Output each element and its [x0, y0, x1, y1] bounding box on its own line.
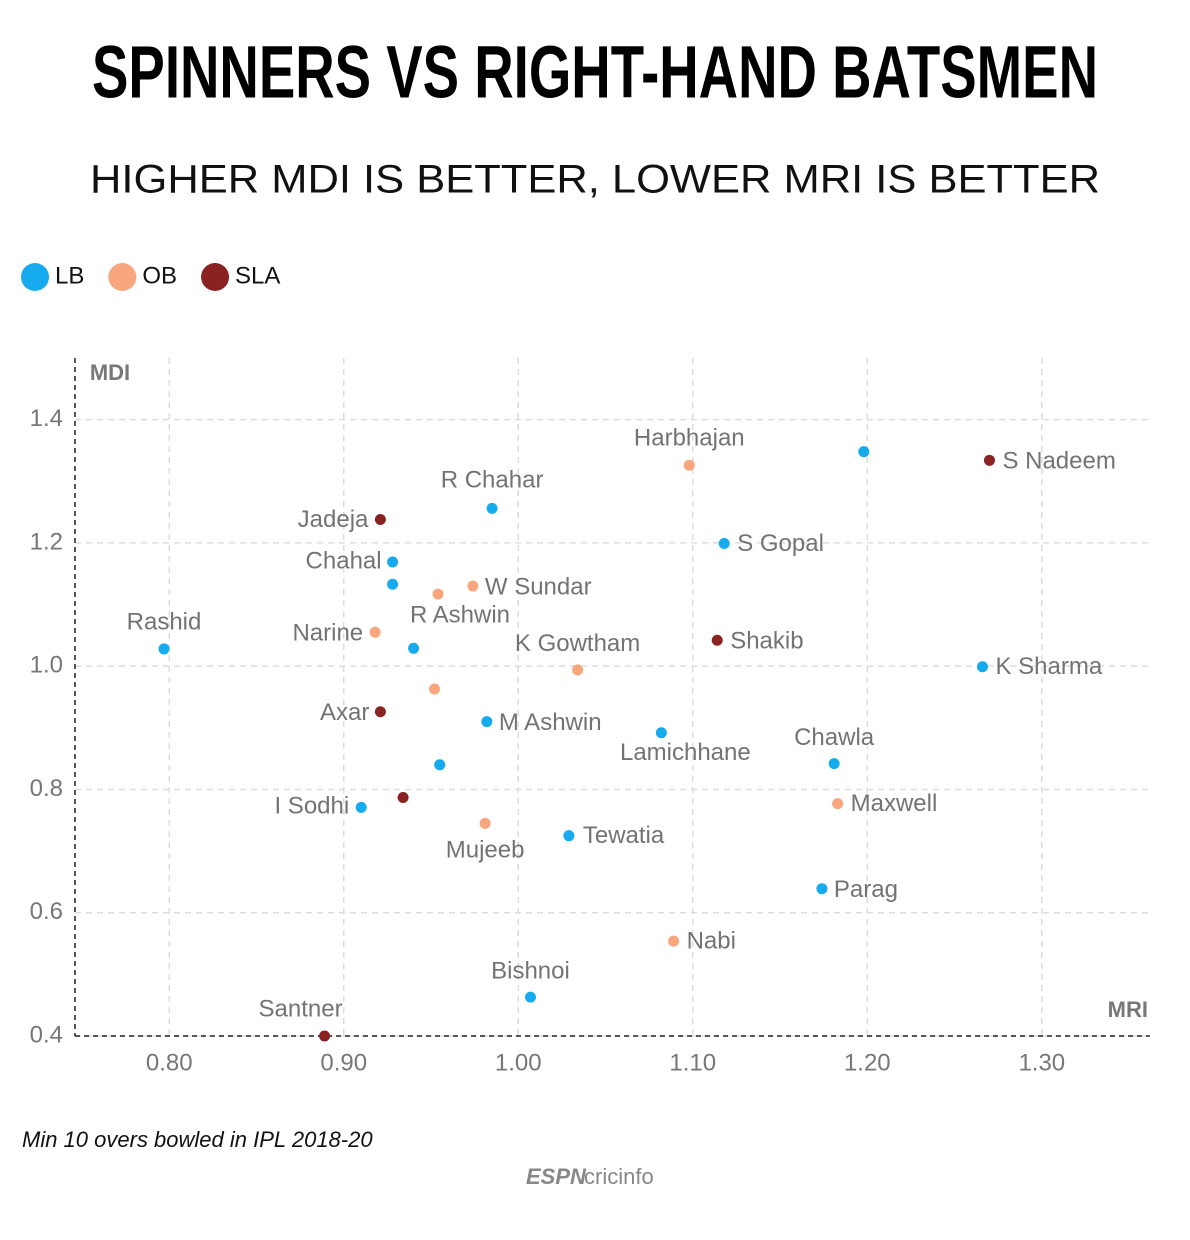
point-label: Jadeja [298, 506, 369, 533]
point-label: Tewatia [583, 822, 665, 849]
chart-subtitle: HIGHER MDI IS BETTER, LOWER MRI IS BETTE… [90, 158, 1100, 202]
legend-label: OB [142, 262, 177, 289]
point-label: R Ashwin [410, 601, 510, 628]
point-label: I Sodhi [274, 793, 349, 820]
point [668, 935, 680, 947]
point [524, 991, 536, 1003]
point [369, 626, 381, 638]
point-label: Parag [834, 876, 898, 903]
point [355, 801, 367, 813]
point [572, 664, 584, 676]
point-label: W Sundar [485, 573, 592, 600]
point [479, 817, 491, 829]
x-tick-label: 1.00 [495, 1049, 542, 1076]
y-tick-label: 0.4 [30, 1021, 63, 1048]
point [816, 883, 828, 895]
point [387, 556, 399, 568]
point [563, 830, 575, 842]
point-label: Bishnoi [491, 958, 570, 985]
point [467, 580, 479, 592]
point [434, 759, 446, 771]
point-label: S Gopal [737, 530, 824, 557]
x-tick-label: 0.80 [146, 1049, 193, 1076]
footnote: Min 10 overs bowled in IPL 2018-20 [22, 1127, 373, 1152]
point [828, 758, 840, 770]
point-label: Rashid [127, 608, 202, 635]
chart-title: SPINNERS VS RIGHT-HAND BATSMEN [92, 31, 1098, 114]
point [387, 578, 399, 590]
point-label: Chahal [306, 547, 382, 574]
point-label: Mujeeb [446, 837, 525, 864]
legend-swatch [201, 263, 230, 291]
point-label: R Chahar [441, 467, 544, 494]
point-label: Chawla [794, 724, 875, 751]
x-tick-label: 1.30 [1018, 1049, 1065, 1076]
y-tick-label: 1.2 [30, 528, 63, 555]
y-tick-label: 1.0 [30, 652, 63, 679]
point [408, 642, 420, 654]
point-label: Maxwell [851, 790, 938, 817]
point [683, 459, 695, 471]
legend-swatch [108, 263, 137, 291]
logo-cricinfo: cricinfo [584, 1164, 654, 1189]
x-axis-label: MRI [1108, 997, 1148, 1022]
point-label: S Nadeem [1002, 448, 1115, 475]
y-tick-label: 0.6 [30, 898, 63, 925]
point [158, 643, 170, 655]
x-tick-label: 1.10 [669, 1049, 716, 1076]
point [718, 538, 730, 550]
point [486, 502, 498, 514]
point-label: Lamichhane [620, 739, 751, 766]
legend-swatch [21, 263, 49, 291]
point-label: Narine [292, 620, 363, 647]
logo-espn: ESPN [526, 1164, 587, 1189]
point [319, 1030, 331, 1042]
x-tick-label: 1.20 [844, 1049, 891, 1076]
point-label: M Ashwin [499, 709, 602, 736]
y-axis-label: MDI [90, 360, 130, 385]
point [976, 661, 988, 673]
point [858, 446, 870, 458]
point-label: Harbhajan [634, 425, 745, 452]
point [432, 588, 444, 600]
point [832, 798, 844, 810]
point [374, 706, 386, 718]
point-label: Axar [320, 699, 369, 726]
legend-label: SLA [235, 262, 280, 289]
point [655, 727, 667, 739]
point [983, 454, 995, 466]
point-label: Nabi [687, 927, 736, 954]
legend-label: LB [55, 262, 84, 289]
point [374, 513, 386, 525]
point-label: K Gowtham [515, 630, 640, 657]
point [397, 791, 409, 803]
y-tick-label: 1.4 [30, 405, 63, 432]
point-label: Shakib [730, 628, 803, 655]
point-label: K Sharma [995, 653, 1102, 680]
y-tick-label: 0.8 [30, 775, 63, 802]
point-label: Santner [259, 995, 343, 1022]
point [711, 634, 723, 646]
point [481, 716, 493, 728]
point [428, 683, 440, 695]
x-tick-label: 0.90 [320, 1049, 367, 1076]
